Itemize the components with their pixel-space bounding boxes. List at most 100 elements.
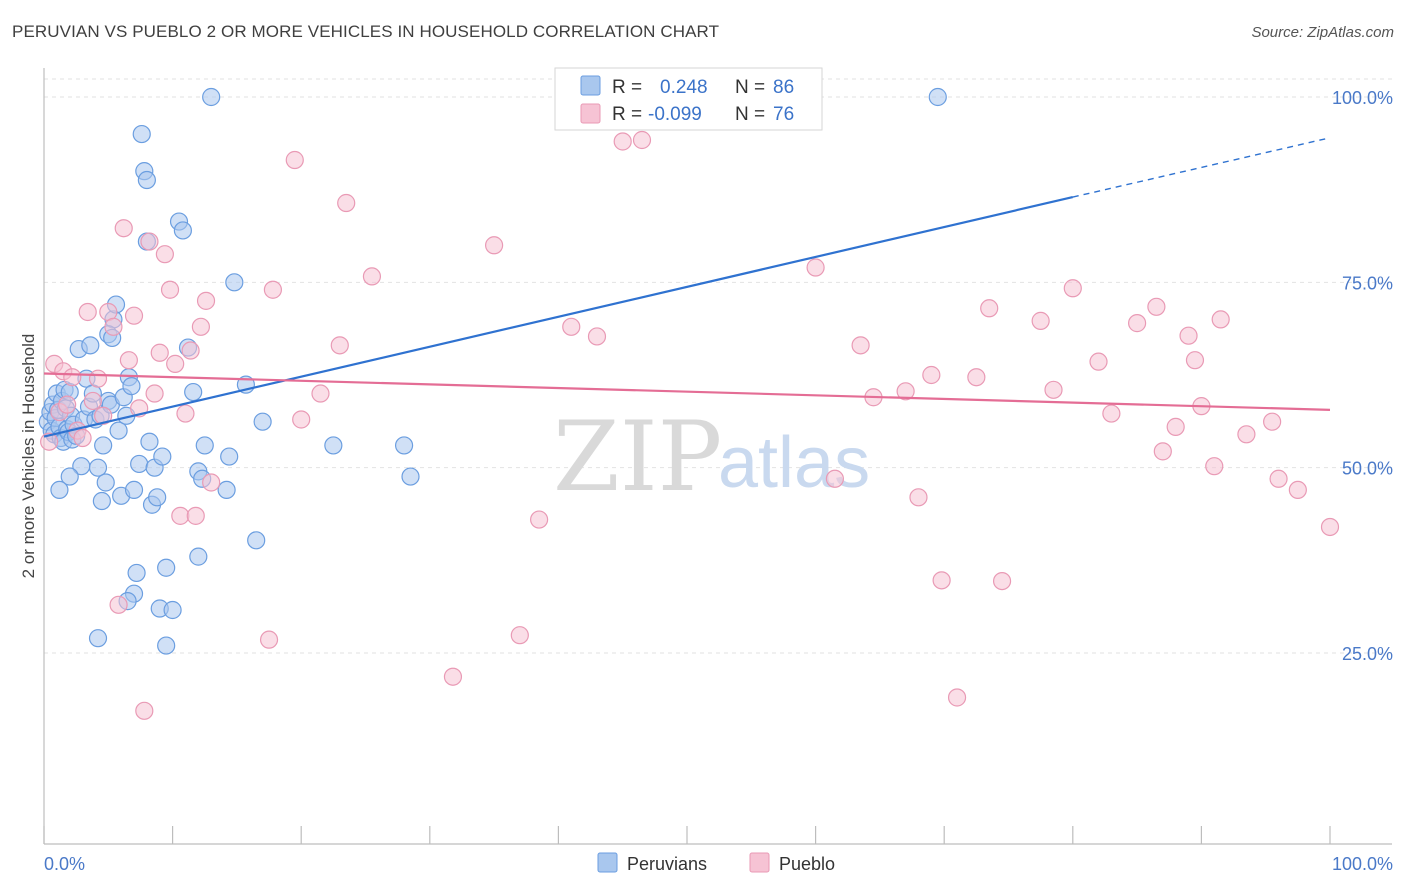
pueblo-point (1031, 311, 1050, 330)
legend-n-value-pink: 76 (773, 104, 794, 125)
pueblo-point (171, 506, 190, 525)
pueblo-point (1166, 417, 1185, 436)
pueblo-point (1263, 412, 1282, 431)
pueblo-point (909, 488, 928, 507)
pueblo-point (922, 365, 941, 385)
peruvians-point (217, 480, 236, 500)
peruvians-trend-line (43, 196, 1074, 438)
pueblo-point (632, 130, 652, 150)
legend-n-label-blue: N = (735, 77, 765, 98)
pueblo-point (587, 327, 607, 346)
bottom-legend-swatch-pueblo (749, 852, 770, 873)
pueblo-point (980, 299, 999, 318)
pueblo-point (160, 280, 180, 299)
pueblo-point (114, 219, 133, 238)
peruvians-point (132, 124, 151, 144)
peruvians-point (225, 273, 244, 292)
peruvians-point (928, 87, 947, 107)
pueblo-point (1153, 442, 1172, 461)
pueblo-point (851, 336, 870, 355)
pueblo-point (1269, 469, 1288, 488)
pueblo-point (1127, 314, 1147, 333)
pueblo-point (1288, 480, 1307, 500)
y-tick-label: 100.0% (1332, 88, 1393, 108)
pueblo-point (186, 506, 205, 525)
pueblo-point (896, 382, 915, 401)
peruvians-point (130, 454, 149, 474)
peruvians-point (109, 421, 128, 440)
pueblo-point (1102, 404, 1121, 423)
pueblo-point (967, 368, 986, 387)
pueblo-point (124, 306, 144, 325)
pueblo-point (104, 317, 123, 336)
pueblo-point (202, 473, 221, 492)
peruvians-point (394, 436, 414, 455)
bottom-legend-swatch-peruvians (597, 852, 618, 873)
pueblo-point (510, 626, 529, 645)
watermark-atlas: atlas (718, 423, 870, 503)
peruvians-point (324, 436, 343, 455)
pueblo-point (145, 384, 164, 403)
legend-n-label-pink: N = (735, 104, 765, 125)
pueblo-point (806, 258, 825, 277)
pueblo-point (443, 667, 463, 686)
peruvians-point (189, 547, 208, 566)
pueblo-point (140, 232, 159, 251)
bottom-legend-label-peruvians: Peruvians (627, 854, 707, 874)
peruvians-point (157, 558, 176, 577)
pueblo-point (196, 291, 216, 310)
pueblo-point (825, 469, 844, 488)
pueblo-point (73, 428, 92, 448)
pueblo-point (1205, 457, 1224, 476)
peruvians-point (124, 480, 144, 500)
y-tick-label: 75.0% (1342, 273, 1393, 293)
legend-r-label-blue: R = (612, 77, 642, 98)
pueblo-point (259, 630, 279, 649)
pueblo-point (1179, 326, 1198, 345)
pueblo-point (83, 391, 102, 411)
pueblo-point (292, 410, 311, 429)
pueblo-point (1320, 517, 1340, 537)
pueblo-point (932, 571, 951, 590)
x-axis-ticks (43, 826, 1331, 844)
legend-n-value-blue: 86 (773, 77, 794, 98)
legend-swatch-pink (580, 103, 601, 124)
peruvians-point (88, 629, 108, 648)
pueblo-point (1211, 310, 1230, 329)
pueblo-point (150, 343, 169, 362)
peruvians-point (127, 563, 146, 583)
pueblo-point (155, 245, 174, 264)
chart-title: PERUVIAN VS PUEBLO 2 OR MORE VEHICLES IN… (12, 22, 720, 41)
pueblo-point (311, 384, 330, 403)
peruvians-point (50, 480, 69, 500)
stats-legend: R = 0.248 N = 86 R = -0.099 N = 76 (554, 67, 823, 131)
peruvians-point (92, 491, 111, 511)
peruvians-point (220, 447, 239, 466)
pueblo-point (362, 267, 382, 286)
peruvians-point (122, 377, 141, 396)
source-label: Source: ZipAtlas.com (1251, 24, 1394, 41)
pueblo-point (485, 236, 504, 255)
series-legend: Peruvians Pueblo (597, 852, 835, 874)
peruvians-point (202, 87, 221, 107)
y-axis-label: 2 or more Vehicles in Household (19, 334, 38, 579)
pueblo-point (1147, 297, 1166, 316)
watermark-zip: ZIP (553, 401, 722, 513)
y-tick-label: 25.0% (1342, 644, 1393, 664)
pueblo-point (1089, 352, 1108, 371)
peruvians-point (195, 436, 214, 455)
legend-swatch-blue (580, 75, 601, 96)
pueblo-trend-line (43, 372, 1331, 411)
legend-r-label-pink: R = (612, 104, 642, 125)
peruvians-points (38, 87, 947, 655)
peruvians-point (81, 336, 100, 355)
x-tick-label-max: 100.0% (1332, 854, 1393, 874)
pueblo-point (40, 432, 59, 451)
peruvians-point (184, 382, 203, 402)
pueblo-point (1063, 279, 1082, 298)
pueblo-point (562, 317, 581, 336)
peruvians-point (94, 436, 113, 455)
peruvians-point (140, 432, 159, 451)
pueblo-point (1237, 425, 1256, 444)
y-tick-label: 50.0% (1342, 459, 1393, 479)
